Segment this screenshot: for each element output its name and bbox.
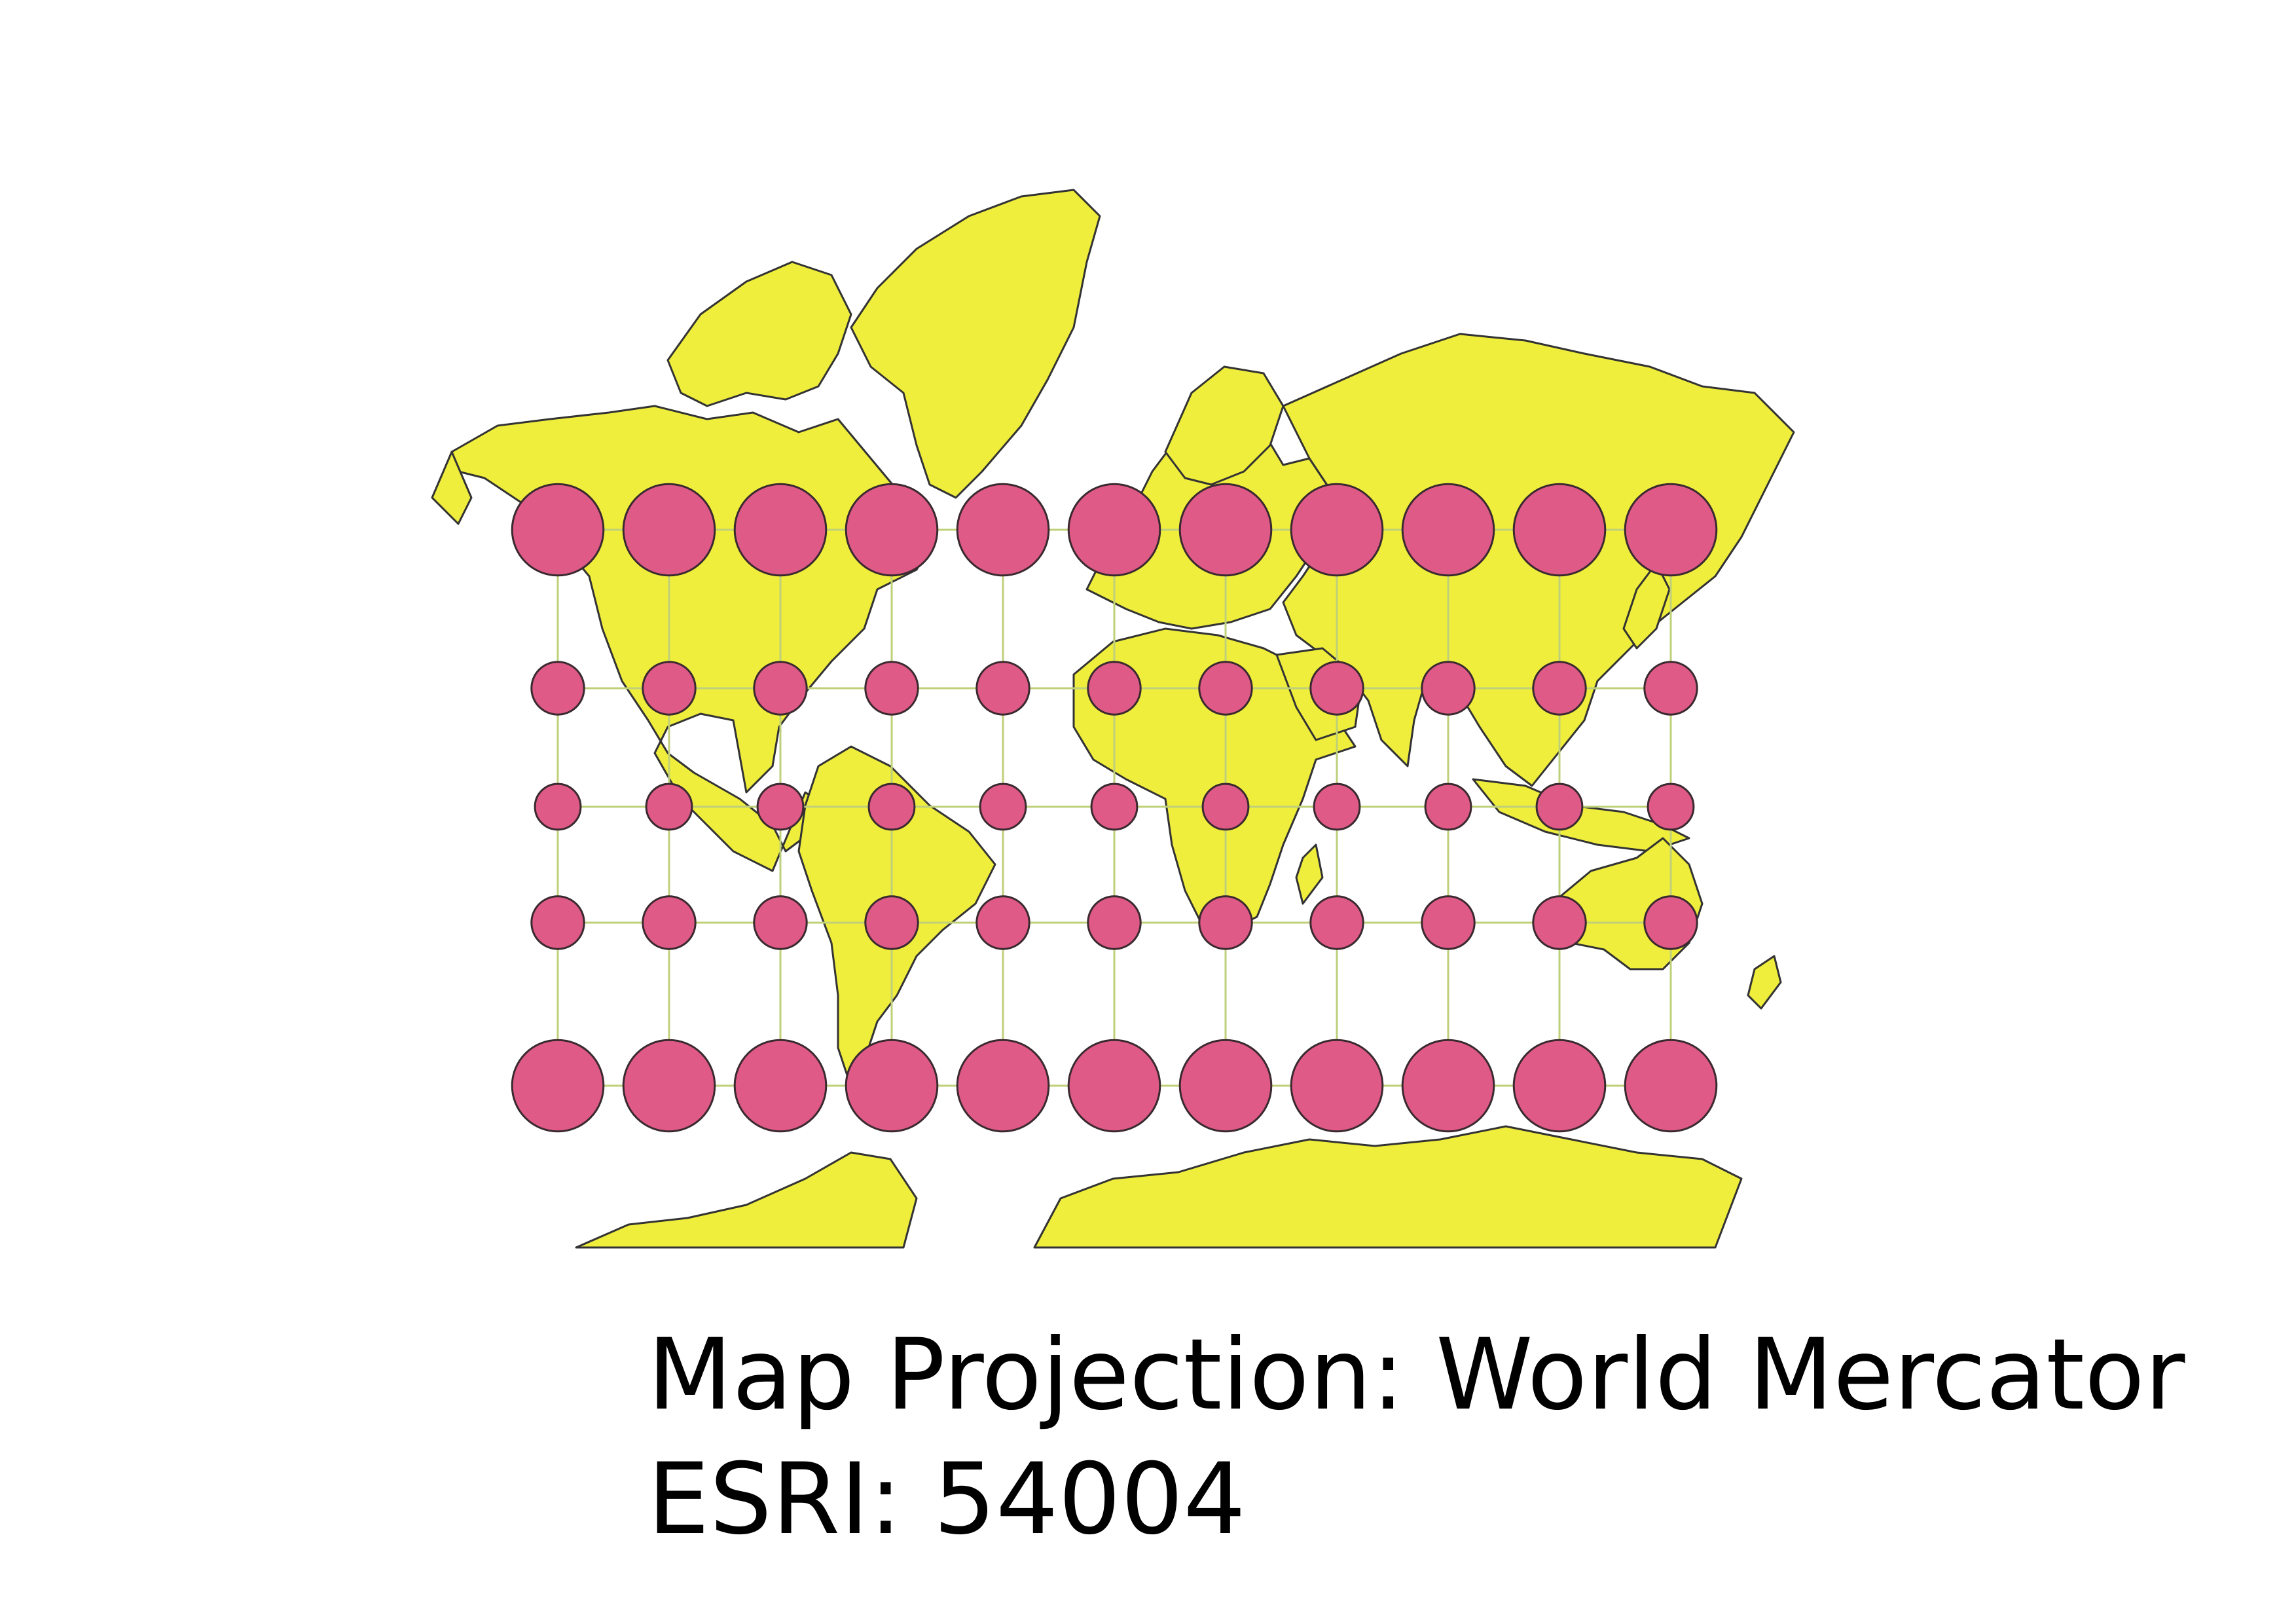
- tissot-indicatrix-circle: [733, 1039, 828, 1133]
- madagascar-landmass: [1295, 843, 1324, 905]
- tissot-indicatrix-circle: [534, 783, 582, 831]
- tissot-indicatrix-circle: [1512, 1039, 1607, 1133]
- tissot-indicatrix-circle: [530, 661, 585, 716]
- tissot-indicatrix-circle: [1313, 783, 1361, 831]
- tissot-indicatrix-circle: [753, 895, 808, 950]
- tissot-indicatrix-circle: [845, 1039, 939, 1133]
- tissot-indicatrix-circle: [1087, 661, 1142, 716]
- tissot-indicatrix-circle: [1401, 483, 1495, 577]
- tissot-indicatrix-circle: [1178, 483, 1273, 577]
- tissot-indicatrix-circle: [511, 483, 605, 577]
- tissot-indicatrix-circle: [1421, 661, 1476, 716]
- tissot-indicatrix-circle: [1535, 783, 1584, 831]
- tissot-indicatrix-circle: [1421, 895, 1476, 950]
- tissot-indicatrix-circle: [1424, 783, 1472, 831]
- tissot-indicatrix-circle: [1401, 1039, 1495, 1133]
- new-zealand-landmass: [1747, 955, 1782, 1010]
- tissot-indicatrix-circle: [867, 783, 916, 831]
- africa-landmass: [1072, 627, 1357, 931]
- tissot-indicatrix-circle: [864, 895, 919, 950]
- tissot-indicatrix-circle: [956, 1039, 1050, 1133]
- tissot-indicatrix-circle: [1290, 483, 1384, 577]
- tissot-indicatrix-circle: [1643, 661, 1698, 716]
- tissot-indicatrix-circle: [1067, 483, 1161, 577]
- tissot-indicatrix-circle: [956, 483, 1050, 577]
- tissot-indicatrix-circle: [1067, 1039, 1161, 1133]
- tissot-indicatrix-circle: [1532, 661, 1587, 716]
- tissot-indicatrix-circle: [530, 895, 585, 950]
- tissot-indicatrix-circle: [1198, 661, 1253, 716]
- tissot-indicatrix-circle: [622, 483, 716, 577]
- tissot-indicatrix-circle: [1532, 895, 1587, 950]
- tissot-indicatrix-circle: [756, 783, 805, 831]
- tissot-indicatrix-circle: [1087, 895, 1142, 950]
- tissot-indicatrix-circle: [1309, 895, 1364, 950]
- tissot-indicatrix-layer: [511, 483, 1718, 1133]
- arctic-islands-landmass: [666, 261, 852, 407]
- tissot-indicatrix-circle: [1090, 783, 1139, 831]
- tissot-indicatrix-circle: [1512, 483, 1607, 577]
- tissot-indicatrix-circle: [845, 483, 939, 577]
- tissot-indicatrix-circle: [1624, 483, 1718, 577]
- tissot-indicatrix-circle: [1309, 661, 1364, 716]
- tissot-indicatrix-circle: [1178, 1039, 1273, 1133]
- tissot-indicatrix-circle: [642, 895, 697, 950]
- tissot-indicatrix-circle: [1198, 895, 1253, 950]
- tissot-indicatrix-circle: [642, 661, 697, 716]
- antarctica-landmass: [575, 1125, 1743, 1249]
- greenland-landmass: [850, 189, 1101, 499]
- tissot-indicatrix-circle: [622, 1039, 716, 1133]
- tissot-indicatrix-circle: [511, 1039, 605, 1133]
- tissot-indicatrix-circle: [975, 895, 1030, 950]
- projection-code-caption: ESRI: 54004: [647, 1443, 1246, 1557]
- tissot-indicatrix-circle: [1647, 783, 1695, 831]
- tissot-indicatrix-circle: [1643, 895, 1698, 950]
- scandinavia-landmass: [1164, 365, 1285, 486]
- tissot-indicatrix-circle: [753, 661, 808, 716]
- tissot-indicatrix-circle: [864, 661, 919, 716]
- tissot-indicatrix-circle: [1624, 1039, 1718, 1133]
- tissot-indicatrix-circle: [979, 783, 1027, 831]
- tissot-indicatrix-circle: [645, 783, 693, 831]
- tissot-indicatrix-circle: [733, 483, 828, 577]
- tissot-indicatrix-circle: [1290, 1039, 1384, 1133]
- tissot-indicatrix-circle: [975, 661, 1030, 716]
- tissot-indicatrix-circle: [1201, 783, 1250, 831]
- alaska-landmass: [431, 451, 473, 525]
- map-projection-caption: Map Projection: World Mercator: [647, 1318, 2185, 1432]
